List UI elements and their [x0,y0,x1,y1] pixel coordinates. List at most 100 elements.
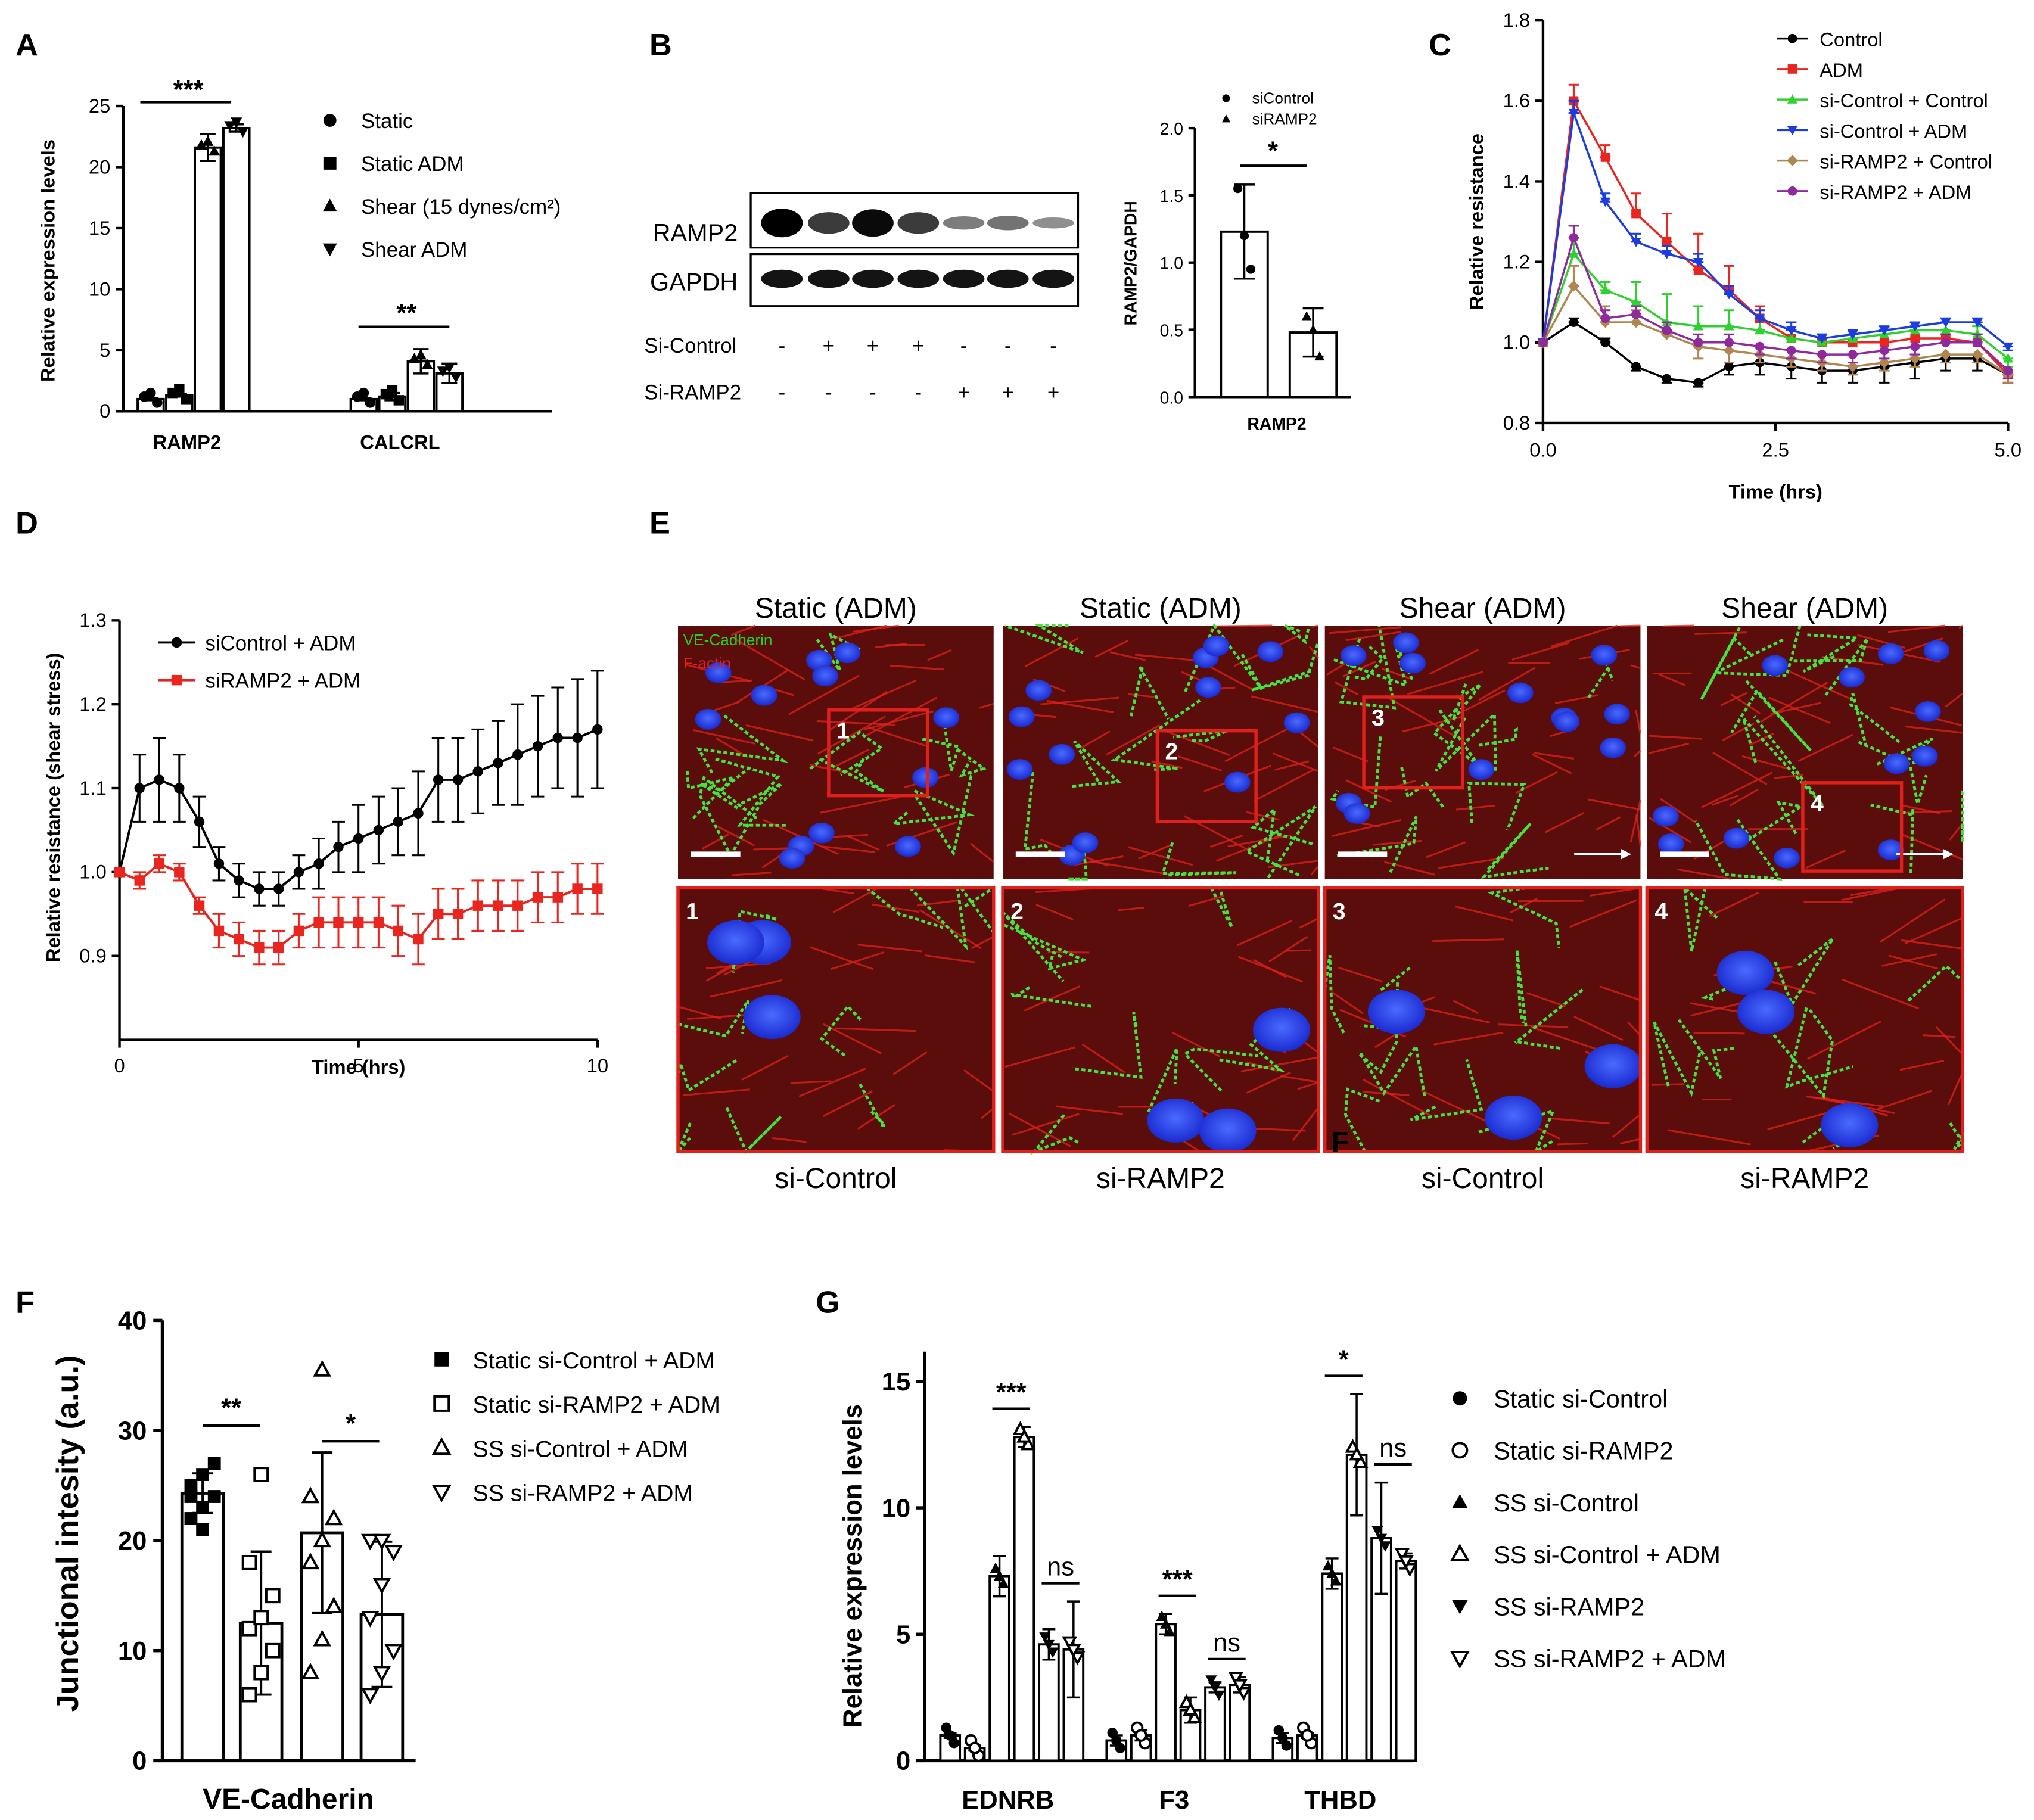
blot-band-gapdh [897,269,940,288]
x-category-label: RAMP2 [1247,415,1306,434]
data-point [1398,1555,1414,1570]
nucleus [1912,745,1938,767]
data-point [1693,378,1703,388]
ve-cadherin-junction [1961,790,1964,843]
data-point [433,774,444,785]
significance-label: *** [996,1379,1027,1407]
data-point [1879,337,1889,347]
bar-group [238,1467,284,1762]
bar [988,1575,1010,1762]
data-point [1379,1541,1391,1552]
zoom-number: 1 [686,898,699,925]
flow-direction-arrowhead [1943,849,1954,860]
actin-fiber [1805,850,1846,869]
actin-fiber [830,951,885,970]
nucleus [1716,950,1774,995]
actin-fiber [1899,1059,1945,1071]
ve-cadherin-junction [1682,884,1718,952]
inset-region-box [1362,695,1464,790]
data-point [253,1610,269,1626]
actin-fiber [1345,779,1392,803]
ve-cadherin-junction [859,1083,888,1127]
nucleus [1399,652,1426,674]
actin-fiber [1455,804,1495,811]
condition-sign: - [779,381,786,405]
actin-fiber [1511,642,1570,661]
data-point [361,1688,380,1705]
ve-cadherin-junction [1209,886,1233,928]
actin-fiber [857,944,922,953]
data-point [1631,209,1641,219]
data-point [1213,1690,1225,1701]
blot-band-gapdh [808,269,850,288]
data-point [1183,1701,1198,1716]
y-tick-label: 0 [99,400,110,422]
data-point [1879,326,1890,336]
ve-cadherin-junction [1652,1021,1702,1097]
ve-cadherin-junction [1451,683,1482,721]
nucleus [1008,706,1035,727]
actin-fiber [710,979,782,998]
data-point [1972,318,1983,328]
legend-marker [1453,1391,1467,1406]
data-point [1631,297,1641,306]
actin-fiber [716,737,748,758]
actin-fiber [1760,682,1828,723]
nucleus [1657,833,1684,854]
inset-region-box [1155,729,1258,823]
actin-fiber [1407,671,1483,695]
actin-fiber [924,954,976,963]
nucleus [806,649,832,671]
data-point [393,816,404,827]
nucleus [1283,712,1310,733]
blot-band-gapdh [987,269,1029,288]
legend-marker [1450,1651,1470,1669]
legend-label: Static [361,110,413,133]
legend: Static si-Control Static si-RAMP2 SS si-Co… [1450,1385,1726,1672]
inset-number: 1 [836,718,850,744]
x-category-label: F3 [1159,1786,1189,1815]
actin-fiber [823,1090,873,1117]
ve-cadherin-junction [703,766,751,811]
significance-label: ns [1379,1434,1407,1463]
data-point [265,1642,281,1659]
actin-fiber [1922,1034,1956,1038]
data-point [324,1508,343,1526]
actin-fiber [833,624,887,640]
actin-fiber [1677,868,1731,880]
actin-fiber [1510,897,1538,914]
y-tick-label: 10 [118,1637,147,1666]
x-category-label: THBD [1304,1786,1376,1815]
legend-marker [1787,33,1797,43]
data-point [1277,1732,1288,1743]
bar [1229,1684,1251,1762]
blot-band-ramp2 [852,209,894,237]
data-point [1020,1436,1036,1451]
actin-fiber [1137,844,1173,860]
legend-label: Shear ADM [361,238,467,262]
x-tick-label: 2.5 [1762,439,1789,461]
ve-cadherin-junction [1352,645,1385,681]
data-point [1662,237,1672,247]
ve-cadherin-junction [1071,1011,1143,1079]
actin-fiber [1887,624,1945,633]
actin-fiber [705,963,737,982]
blot-band-ramp2 [987,216,1029,231]
legend-marker [431,1485,452,1503]
actin-fiber [822,845,875,853]
actin-fiber [1250,695,1319,713]
condition-label: si-Control [1422,1163,1544,1194]
data-point [224,121,236,132]
bar-group-ednrb [939,1421,1086,1762]
data-point [1847,360,1859,372]
actin-fiber [1949,823,1964,841]
blot-band-ramp2 [897,212,940,234]
data-point [1600,313,1610,323]
actin-fiber [1004,1046,1076,1068]
blot-band-gapdh [852,269,894,288]
nucleus [933,707,960,729]
data-point [1693,257,1704,267]
actin-fiber [1302,1040,1319,1054]
ve-cadherin-junction [1480,822,1549,879]
significance-label: *** [173,76,204,104]
